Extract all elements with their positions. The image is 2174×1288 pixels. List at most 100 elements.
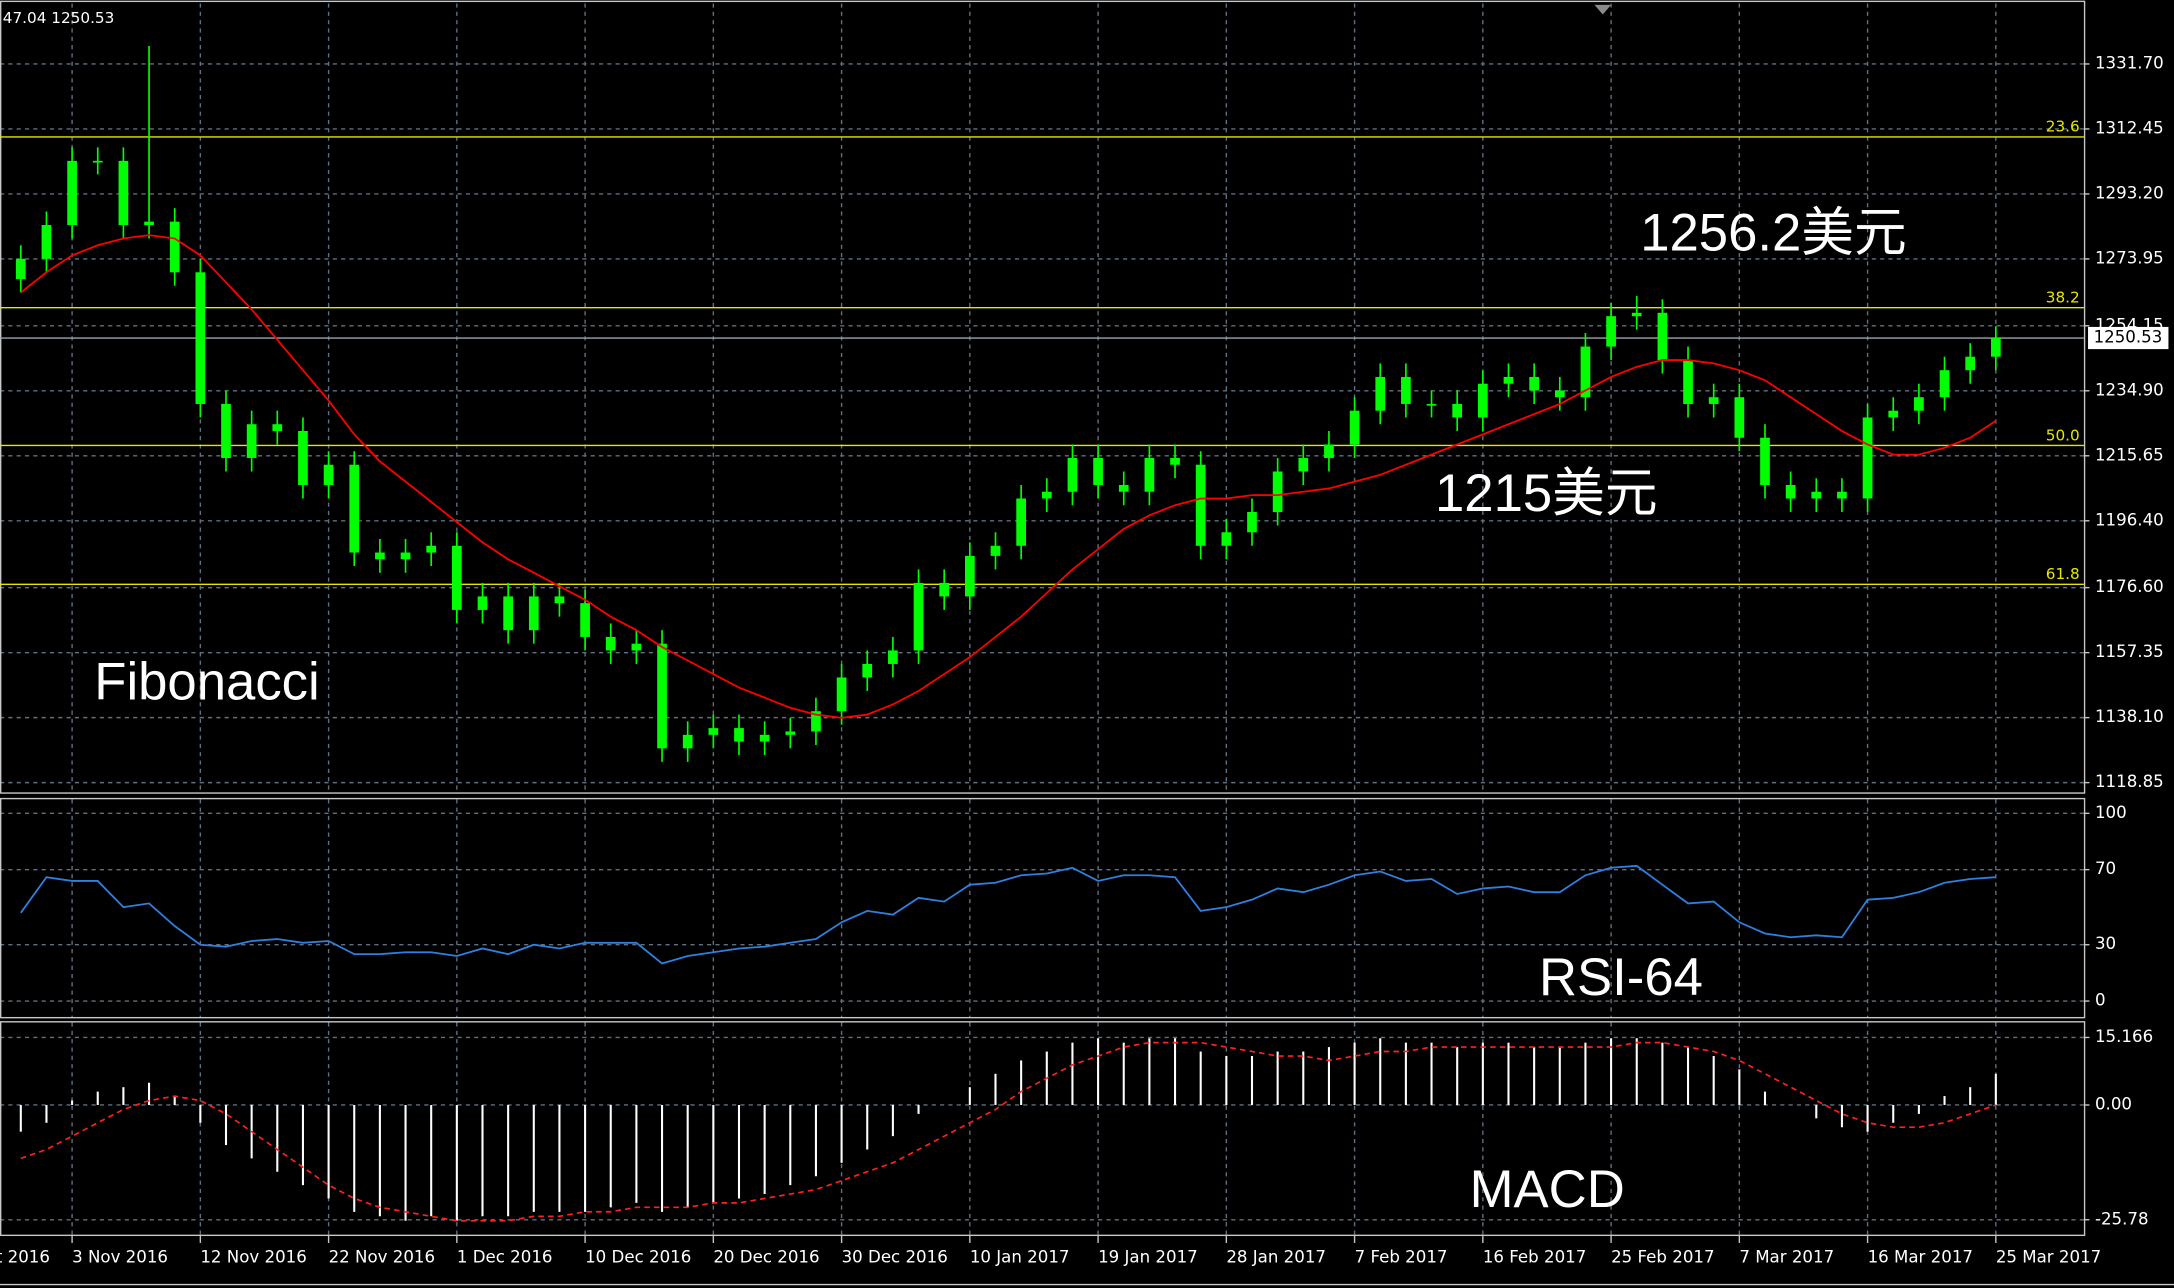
y-tick-label: 0.00 xyxy=(2095,1094,2132,1113)
candle-body xyxy=(580,603,590,637)
y-tick-label: 0 xyxy=(2095,991,2106,1010)
candle-body xyxy=(836,677,847,712)
candle-body xyxy=(888,650,898,664)
x-tick-label: 7 Mar 2017 xyxy=(1739,1248,1834,1267)
candle-body xyxy=(990,545,1001,556)
candle-body xyxy=(1401,376,1411,404)
y-tick-label: 1312.45 xyxy=(2095,118,2164,137)
annotation: RSI-64 xyxy=(1539,948,1703,1007)
candle-body xyxy=(1785,484,1796,499)
candle-body xyxy=(734,728,744,742)
grid-layer xyxy=(0,3,2084,1235)
annotation: 1256.2美元 xyxy=(1640,203,1906,262)
y-tick-label: 15.166 xyxy=(2095,1027,2153,1046)
candle-body xyxy=(323,464,334,485)
rsi-line xyxy=(20,864,1996,965)
x-tick-label: 10 Dec 2016 xyxy=(585,1248,691,1267)
info-text: 47.04 1250.53 xyxy=(3,9,115,27)
x-tick-label: 7 Feb 2017 xyxy=(1355,1248,1448,1267)
candle-body xyxy=(759,734,770,742)
y-tick-label: 1273.95 xyxy=(2095,248,2164,267)
candle-body xyxy=(1657,312,1668,361)
fib-label: 38.2 xyxy=(2046,289,2080,307)
candle-body xyxy=(1939,370,1950,398)
y-tick-label: 1293.20 xyxy=(2095,183,2164,202)
candle-body xyxy=(964,555,975,597)
candle-body xyxy=(169,221,180,273)
rsi-panel-frame xyxy=(0,797,2086,1019)
y-tick-label: 1215.65 xyxy=(2095,445,2164,464)
candle-body xyxy=(477,596,488,610)
y-tick-label: 70 xyxy=(2095,859,2116,878)
candle-body xyxy=(1503,376,1514,384)
candle-body xyxy=(1837,491,1847,499)
y-tick-label: 1138.10 xyxy=(2095,707,2164,726)
y-tick-label: -25.78 xyxy=(2095,1209,2149,1228)
candle-body xyxy=(862,663,873,678)
y-tick-label: 1234.90 xyxy=(2095,380,2164,399)
y-tick-label: 30 xyxy=(2095,934,2116,953)
candle-body xyxy=(1965,356,1976,371)
macd-panel-frame xyxy=(0,1021,2086,1237)
candle-body xyxy=(913,582,924,651)
candle-body xyxy=(1811,491,1822,499)
candle-body xyxy=(1708,397,1719,404)
x-tick-label: 10 Jan 2017 xyxy=(970,1248,1070,1267)
candle-body xyxy=(1631,312,1642,317)
x-tick-label: 1 Dec 2016 xyxy=(457,1248,553,1267)
candle-body xyxy=(1606,316,1616,347)
x-tick-label: 16 Mar 2017 xyxy=(1868,1248,1973,1267)
candle-body xyxy=(1349,410,1360,445)
candle-body xyxy=(503,596,513,631)
candle-body xyxy=(1298,457,1309,472)
x-tick-label: 20 Dec 2016 xyxy=(713,1248,819,1267)
candle-body xyxy=(1170,457,1180,465)
candle-body xyxy=(400,552,411,560)
candle-body xyxy=(1529,376,1539,391)
current-price-label: 1250.53 xyxy=(2094,328,2163,347)
candle-body xyxy=(1118,484,1129,492)
y-tick-label: 1196.40 xyxy=(2095,510,2164,529)
annotation: 1215美元 xyxy=(1435,464,1658,523)
candle-body xyxy=(554,596,565,604)
candle-body xyxy=(144,221,154,226)
candle-body xyxy=(785,731,796,735)
candle-body xyxy=(682,734,693,749)
candle-body xyxy=(1554,390,1565,398)
candle-body xyxy=(605,636,616,651)
y-tick-label: 1118.85 xyxy=(2095,772,2164,791)
candle-body xyxy=(1580,346,1591,398)
candle-body xyxy=(1734,397,1745,438)
candle-body xyxy=(1990,338,2001,357)
y-tick-label: 1176.60 xyxy=(2095,577,2164,596)
candle-body xyxy=(1093,457,1103,485)
moving-average-line xyxy=(20,234,1997,719)
candle-body xyxy=(298,430,308,485)
candle-body xyxy=(195,272,206,404)
candle-body xyxy=(221,403,231,458)
y-tick-label: 1331.70 xyxy=(2095,53,2164,72)
x-tick-label: 22 Nov 2016 xyxy=(329,1248,435,1267)
candle-body xyxy=(939,582,950,597)
y-tick-label: 1157.35 xyxy=(2095,642,2164,661)
candle-body xyxy=(1452,403,1463,418)
candle-body xyxy=(1760,437,1770,485)
candle-body xyxy=(1862,417,1873,499)
candle-body xyxy=(1477,383,1488,418)
candle-body xyxy=(349,464,360,553)
fib-label: 61.8 xyxy=(2046,565,2080,583)
x-tick-label: 19 Jan 2017 xyxy=(1098,1248,1198,1267)
main-panel-frame xyxy=(0,0,2086,794)
candle-body xyxy=(272,424,283,431)
candle-body xyxy=(631,643,642,651)
current-price-box xyxy=(2088,326,2169,350)
candle-body xyxy=(1272,471,1283,513)
annotation: MACD xyxy=(1470,1160,1625,1219)
candle-body xyxy=(41,225,52,259)
x-tick-label: 25 Feb 2017 xyxy=(1611,1248,1714,1267)
candle-body xyxy=(67,160,77,226)
candle-body xyxy=(811,711,821,732)
candle-body xyxy=(15,258,26,280)
